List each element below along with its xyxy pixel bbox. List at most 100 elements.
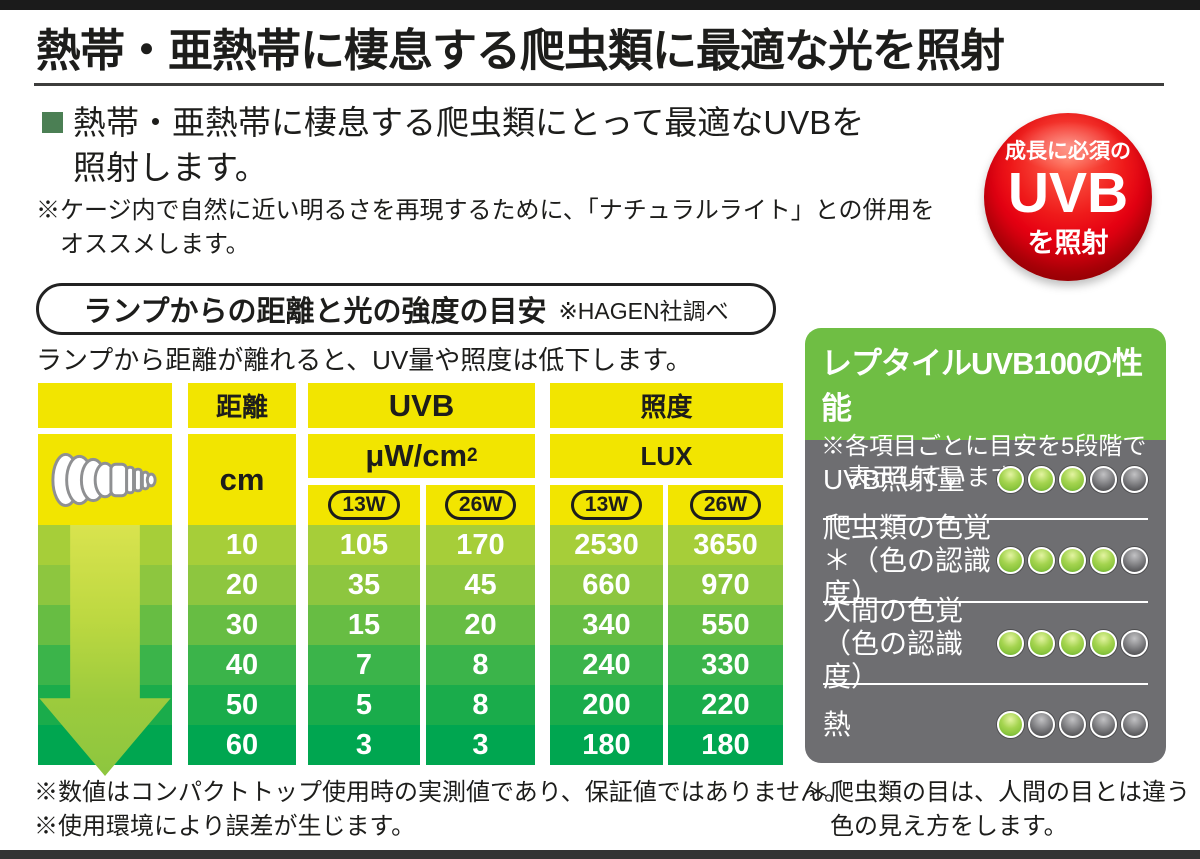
rating-dot-on: [1059, 629, 1086, 657]
table-cell: 240: [550, 645, 663, 685]
distance-column: 10 20 30 40 50 60: [188, 525, 296, 765]
badge-top-text: 成長に必須の: [1005, 139, 1131, 163]
uvb-13w-column: 105 35 15 7 5 3: [308, 525, 420, 765]
lamp-cell: [38, 434, 172, 525]
table-cell: 330: [668, 645, 783, 685]
lux-26w-column: 3650 970 550 330 220 180: [668, 525, 783, 765]
table-cell: 7: [308, 645, 420, 685]
uvb-badge: 成長に必須の UVB を照射: [984, 113, 1152, 281]
performance-row-label: UVB照射量: [823, 463, 965, 495]
table-cell: 8: [426, 645, 535, 685]
table-cell: 60: [188, 725, 296, 765]
footnote-left-line-2: ※使用環境により誤差が生じます。: [34, 813, 416, 840]
section-title-pill: ランプからの距離と光の強度の目安 ※HAGEN社調べ: [36, 283, 776, 335]
table-cell: 50: [188, 685, 296, 725]
title-underline: [34, 83, 1164, 86]
badge-bottom-text: を照射: [1027, 227, 1109, 258]
table-cell: 170: [426, 525, 535, 565]
lux-26w-cell: 26W: [668, 485, 783, 525]
table-cell: 10: [188, 525, 296, 565]
lead-text: 熱帯・亜熱帯に棲息する爬虫類にとって最適なUVBを 照射します。: [73, 100, 864, 190]
lead-paragraph: 熱帯・亜熱帯に棲息する爬虫類にとって最適なUVBを 照射します。: [42, 100, 864, 190]
watt-capsule-lux-13w: 13W: [570, 490, 643, 520]
rating-dot-on: [997, 629, 1024, 657]
usage-note: ※ケージ内で自然に近い明るさを再現するために、「ナチュラルライト」との併用を オ…: [36, 194, 935, 262]
rating-dot-on: [997, 547, 1024, 574]
gradient-arrow-column: [38, 525, 172, 776]
unit-uw-cm2: μW/cm 2: [308, 434, 535, 478]
table-cell: 200: [550, 685, 663, 725]
rating-dot-on: [1028, 547, 1055, 574]
table-cell: 105: [308, 525, 420, 565]
table-cell: 970: [668, 565, 783, 605]
lead-line-2: 照射します。: [73, 149, 268, 186]
badge-uvb-text: UVB: [1007, 160, 1129, 225]
rating-dot-off: [1090, 710, 1117, 738]
rating-dots: [993, 547, 1148, 574]
uvb-unit-sup: 2: [467, 445, 478, 466]
performance-row-uvb: UVB照射量: [823, 440, 1148, 518]
rating-dot-off: [1090, 465, 1117, 493]
table-cell: 35: [308, 565, 420, 605]
rating-dot-off: [1121, 547, 1148, 574]
performance-row-human-color: 人間の色覚 （色の認識度）: [823, 595, 1148, 692]
table-cell: 5: [308, 685, 420, 725]
table-cell: 20: [426, 605, 535, 645]
uvb-unit-base: μW/cm: [365, 438, 468, 473]
rating-dot-on: [997, 710, 1024, 738]
performance-row-label: 爬虫類の色覚 ＊（色の認識度）: [823, 512, 992, 609]
rating-dot-on: [1059, 547, 1086, 574]
footnote-left-line-1: ※数値はコンパクトトップ使用時の実測値であり、保証値ではありません。: [34, 779, 849, 806]
rating-dot-on: [997, 465, 1024, 493]
performance-panel-header: レプタイルUVB100の性能 ※各項目ごとに目安を5段階で 表示しています。: [805, 328, 1166, 491]
section-title-note: ※HAGEN社調べ: [558, 298, 729, 324]
watt-capsule-uvb-26w: 26W: [444, 490, 517, 520]
rating-dot-on: [1090, 629, 1117, 657]
table-cell: 660: [550, 565, 663, 605]
rating-dot-off: [1028, 710, 1055, 738]
usage-note-line-2: オススメします。: [60, 231, 250, 258]
rating-dot-off: [1059, 710, 1086, 738]
performance-row-label: 人間の色覚 （色の認識度）: [823, 594, 964, 692]
header-illuminance: 照度: [550, 383, 783, 428]
performance-row-label: 熱: [823, 708, 852, 740]
rating-dot-off: [1121, 629, 1148, 657]
performance-row-heat: 熱: [823, 685, 1148, 763]
table-cell: 180: [550, 725, 663, 765]
rating-dot-on: [1059, 465, 1086, 493]
rating-dot-on: [1028, 629, 1055, 657]
table-cell: 20: [188, 565, 296, 605]
table-cell: 3: [426, 725, 535, 765]
performance-panel-body: UVB照射量 爬虫類の色覚 ＊（色の認識度） 人間の色覚 （色の認識度）: [805, 440, 1166, 763]
performance-panel-title: レプタイルUVB100の性能: [821, 346, 1143, 426]
rating-dots: [993, 629, 1148, 657]
table-cell: 2530: [550, 525, 663, 565]
lamp-header-spacer: [38, 383, 172, 428]
lux-13w-cell: 13W: [550, 485, 663, 525]
panel-divider: [823, 601, 1148, 603]
table-cell: 550: [668, 605, 783, 645]
footnote-left: ※数値はコンパクトトップ使用時の実測値であり、保証値ではありません。 ※使用環境…: [34, 776, 848, 844]
page-title: 熱帯・亜熱帯に棲息する爬虫類に最適な光を照射: [36, 25, 1005, 76]
header-uvb: UVB: [308, 383, 535, 428]
table-cell: 3650: [668, 525, 783, 565]
rating-dots: [993, 465, 1148, 493]
unit-lux: LUX: [550, 434, 783, 478]
performance-panel: レプタイルUVB100の性能 ※各項目ごとに目安を5段階で 表示しています。 U…: [805, 328, 1166, 763]
footnote-right: ＊爬虫類の目は、人間の目とは違う 色の見え方をします。: [806, 776, 1190, 844]
table-cell: 40: [188, 645, 296, 685]
usage-note-line-1: ※ケージ内で自然に近い明るさを再現するために、「ナチュラルライト」との併用を: [36, 197, 935, 224]
rating-dot-off: [1121, 465, 1148, 493]
table-cell: 15: [308, 605, 420, 645]
rating-dot-on: [1090, 547, 1117, 574]
header-distance: 距離: [188, 383, 296, 428]
uvb-13w-cell: 13W: [308, 485, 420, 525]
distance-intensity-table: 距離 UVB 照度 cm μW/cm 2 L: [38, 383, 783, 776]
bottom-border-bar: [0, 850, 1200, 859]
uvb-26w-column: 170 45 20 8 8 3: [426, 525, 535, 765]
panel-divider: [823, 518, 1148, 520]
footnote-right-line-2: 色の見え方をします。: [830, 813, 1068, 840]
table-caption: ランプから距離が離れると、UV量や照度は低下します。: [36, 345, 692, 375]
table-cell: 220: [668, 685, 783, 725]
uvb-26w-cell: 26W: [426, 485, 535, 525]
